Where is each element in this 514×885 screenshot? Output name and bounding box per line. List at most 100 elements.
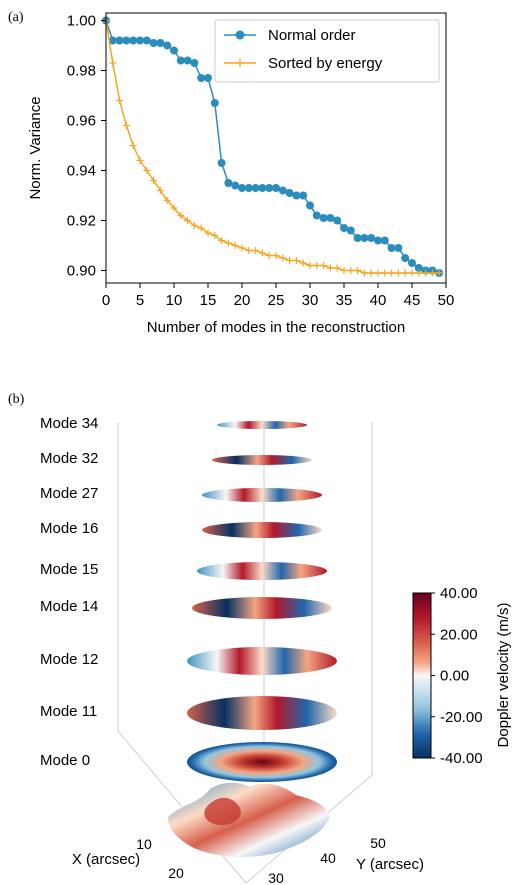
data-point-normal-order [285,189,294,197]
data-point-sorted-by-energy [170,204,178,212]
legend-box [214,19,440,83]
legend-marker-sorted-by-energy [236,59,244,67]
data-point-sorted-by-energy [204,229,212,237]
data-point-normal-order [224,179,233,187]
data-point-sorted-by-energy [408,269,416,277]
data-point-sorted-by-energy [211,232,219,239]
colorbar-tick-label: 0.00 [440,668,469,685]
layer-label-mode-11: Mode 11 [40,703,97,720]
data-point-sorted-by-energy [381,269,389,277]
layer-label-mode-32: Mode 32 [40,450,98,467]
data-point-sorted-by-energy [129,142,137,149]
data-point-normal-order [115,36,124,45]
data-point-normal-order [367,234,376,242]
data-point-sorted-by-energy [292,257,300,264]
x-tick-label: 15 [200,292,217,309]
data-point-normal-order [326,214,335,222]
data-point-normal-order [292,191,301,200]
colorbar-tick-label: -40.00 [440,750,483,767]
data-point-sorted-by-energy [401,269,409,277]
data-point-sorted-by-energy [374,269,382,277]
data-point-sorted-by-energy [388,269,396,277]
data-point-normal-order [360,234,369,242]
surface-mode-16 [202,522,322,538]
legend: Normal order Sorted by energy [214,19,440,83]
data-point-sorted-by-energy [428,269,436,277]
x-tick-label: 45 [404,292,421,309]
data-point-normal-order [190,59,199,67]
y-tick-label: 1.00 [67,13,96,30]
data-point-sorted-by-energy [136,157,144,164]
data-point-normal-order [340,224,348,232]
data-point-sorted-by-energy [279,254,287,262]
data-point-normal-order [204,74,212,82]
data-point-normal-order [163,41,172,50]
data-point-normal-order [129,36,138,45]
layer-label-mode-12: Mode 12 [40,651,98,668]
data-point-normal-order [170,46,178,55]
data-point-sorted-by-energy [313,262,321,269]
colorbar-tick-label: -20.00 [440,709,483,726]
surface-mode-11 [187,696,337,730]
data-point-sorted-by-energy [272,252,280,259]
layer-label-mode-27: Mode 27 [40,485,98,502]
x-tick-label: 10 [166,292,183,309]
layer-label-mode-0: Mode 0 [40,752,90,769]
data-point-sorted-by-energy [150,177,158,184]
data-point-sorted-by-energy [197,224,205,232]
y-tick-label: 0.92 [67,213,96,230]
data-point-normal-order [265,184,274,192]
y-axis-3d-tick-40: 40 [320,850,336,866]
data-point-normal-order [251,184,260,192]
surface-mode-32 [212,455,312,465]
data-point-sorted-by-energy [163,197,171,204]
data-point-sorted-by-energy [394,269,402,277]
data-point-normal-order [149,39,158,47]
data-point-sorted-by-energy [109,59,117,67]
data-point-normal-order [217,159,226,167]
data-point-normal-order [136,36,144,45]
data-point-sorted-by-energy [435,269,443,277]
data-point-normal-order [231,181,240,190]
data-point-normal-order [387,244,396,252]
data-point-sorted-by-energy [184,217,192,224]
y-axis-label: Norm. Variance [27,96,44,199]
x-tick-label: 30 [302,292,319,309]
x-tick-label: 20 [234,292,251,309]
data-point-normal-order [319,214,328,222]
surface-mode-0 [187,742,337,782]
data-point-sorted-by-energy [245,247,253,254]
x-axis-label: Number of modes in the reconstruction [147,319,405,336]
y-axis-3d-tick-50: 50 [370,835,386,851]
data-point-sorted-by-energy [231,242,239,249]
colorbar-label: Doppler velocity (m/s) [495,602,512,747]
data-point-sorted-by-energy [360,269,368,277]
data-point-normal-order [278,186,287,195]
surface-mode-15 [197,562,327,580]
data-point-normal-order [353,234,362,242]
surface-mode-12 [187,647,337,675]
data-point-sorted-by-energy [306,262,314,269]
legend-marker-normal-order [235,30,245,40]
x-tick-label: 35 [336,292,353,309]
colorbar-tick-label: 20.00 [440,626,478,643]
data-point-normal-order [299,191,308,200]
data-point-sorted-by-energy [320,262,328,269]
y-tick-label: 0.96 [67,113,96,130]
surface-base-peak [204,797,241,825]
data-point-normal-order [414,264,423,272]
surface-base [168,782,330,858]
x-tick-label: 0 [102,292,110,309]
surface-mode-27 [202,488,322,502]
data-point-normal-order [210,99,219,107]
data-point-normal-order [244,184,253,192]
data-point-sorted-by-energy [347,267,355,274]
data-point-sorted-by-energy [286,257,294,264]
colorbar-tick-label: 40.00 [440,585,478,602]
y-axis-3d-label: Y (arcsec) [356,856,424,873]
surface-mode-34 [217,421,307,429]
data-point-normal-order [312,211,321,220]
legend-label-normal-order: Normal order [268,27,356,44]
data-point-normal-order [346,226,355,235]
panel-b-label: (b) [8,392,25,407]
